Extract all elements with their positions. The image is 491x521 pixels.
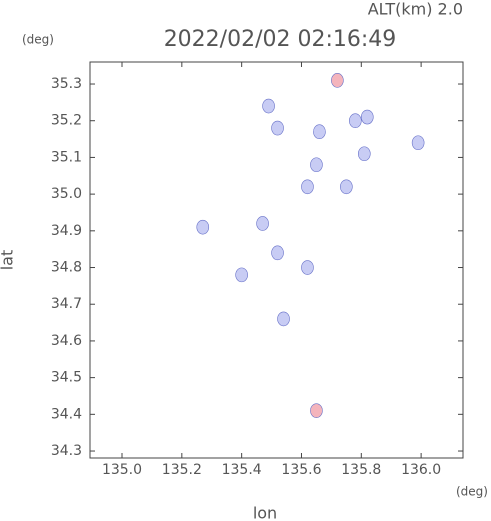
y-tick-label: 34.6: [51, 333, 82, 349]
x-unit: (deg): [456, 485, 488, 499]
y-tick-label: 34.8: [51, 260, 82, 276]
x-tick-label: 135.8: [341, 462, 381, 478]
y-tick-label: 34.4: [51, 406, 82, 422]
y-axis-label: lat: [0, 250, 17, 271]
y-tick-label: 35.2: [51, 113, 82, 129]
y-tick-label: 34.7: [51, 296, 82, 312]
echo-cell: [277, 311, 290, 327]
echo-cell: [357, 146, 371, 162]
echo-cell: [349, 113, 362, 129]
echo-cell: [360, 109, 374, 125]
echo-cell: [301, 179, 314, 195]
echo-cell: [340, 179, 353, 195]
x-tick-label: 135.4: [222, 462, 262, 478]
echo-cell: [196, 219, 210, 235]
echo-cell: [310, 403, 323, 418]
echo-cell: [310, 157, 323, 173]
y-tick-label: 34.9: [51, 223, 82, 239]
echo-cell: [271, 120, 284, 136]
altitude-label: ALT(km) 2.0: [368, 0, 463, 19]
plot-frame: [89, 61, 464, 459]
y-tick-label: 34.3: [51, 443, 82, 459]
x-tick-label: 136.0: [401, 462, 441, 478]
x-tick-label: 135.2: [162, 462, 202, 478]
chart-title: 2022/02/02 02:16:49: [164, 27, 397, 52]
echo-cell: [331, 73, 344, 88]
y-unit: (deg): [22, 33, 54, 47]
y-tick-label: 35.1: [51, 149, 82, 165]
x-tick-label: 135.6: [281, 462, 321, 478]
x-tick-label: 135.0: [102, 462, 142, 478]
y-tick-label: 35.3: [51, 76, 82, 92]
echo-cell: [313, 124, 326, 140]
echo-cell: [235, 267, 248, 283]
y-tick-label: 34.5: [51, 370, 82, 386]
echo-cell: [271, 245, 284, 261]
x-axis-label: lon: [253, 504, 277, 521]
y-tick-label: 35.0: [51, 186, 82, 202]
echo-cell: [262, 98, 275, 114]
echo-cell: [256, 216, 269, 231]
echo-cell: [411, 135, 425, 151]
echo-cell: [301, 260, 314, 275]
